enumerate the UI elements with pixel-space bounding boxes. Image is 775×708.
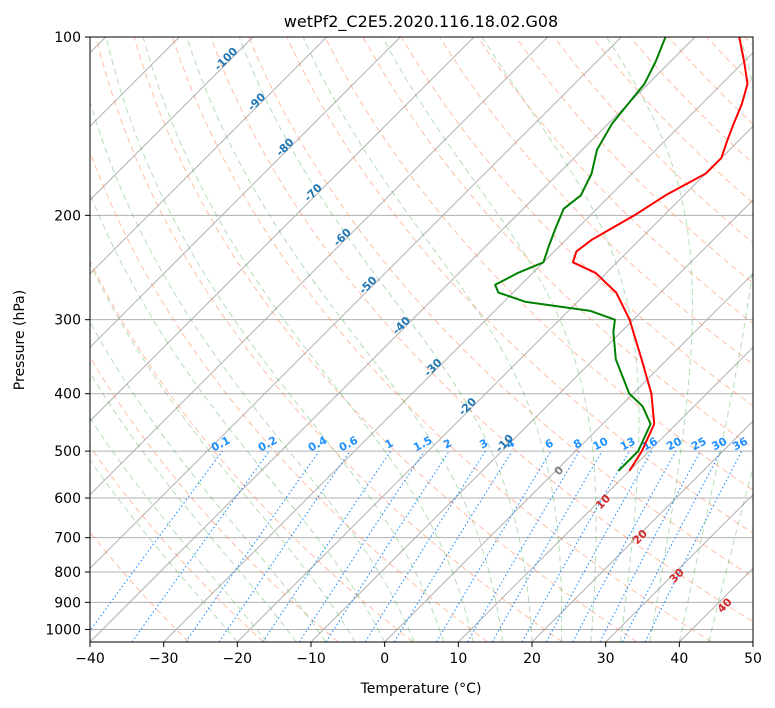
mixing-ratio-label: 10 [591, 434, 611, 453]
x-axis-title: Temperature (°C) [360, 681, 482, 697]
x-tick-label: 20 [523, 651, 541, 667]
moist-adiabat [302, 37, 563, 642]
moist-adiabat [186, 37, 503, 642]
isotherm-gridline [384, 272, 753, 642]
moist-adiabat [90, 262, 356, 642]
y-tick-label: 400 [54, 387, 81, 403]
dry-adiabat [286, 37, 753, 534]
moist-adiabat [238, 37, 533, 642]
x-tick-label: −30 [149, 651, 179, 667]
x-tick-label: 0 [380, 651, 389, 667]
moist-adiabat [90, 417, 268, 642]
dry-adiabat [324, 37, 753, 491]
plot-area: 0.1 0.2 0.4 0.6 1 1.5 2 3 4 6 8 10 13 16 20 25 30 36 -100… [90, 37, 753, 642]
isotherm-gridline [90, 37, 254, 201]
mixing-ratio-label: 30 [710, 435, 730, 454]
moist-adiabat [90, 321, 327, 642]
mixing-ratio-label: 20 [664, 434, 684, 453]
mixing-ratio-line [218, 450, 351, 642]
mixing-ratio-label: 13 [618, 435, 638, 454]
mixing-ratio-label: 36 [730, 435, 750, 454]
y-tick-label: 900 [54, 595, 81, 611]
moist-adiabat [90, 99, 415, 642]
background-lines [90, 37, 753, 642]
sounding-profiles [494, 37, 749, 472]
chart-title: wetPf2_C2E5.2020.116.18.02.G08 [284, 12, 558, 32]
x-tick-label: −20 [223, 651, 253, 667]
mixing-ratio-line [298, 450, 425, 642]
y-tick-label: 600 [54, 491, 81, 507]
dry-adiabat [90, 445, 264, 642]
isotherm-gridline [90, 37, 696, 642]
mixing-ratio-line [521, 450, 630, 642]
mixing-ratio-line [90, 450, 223, 632]
dry-adiabat [248, 37, 753, 578]
y-tick-label: 200 [54, 208, 81, 224]
moist-adiabat [381, 37, 597, 642]
dry-adiabat [95, 37, 563, 642]
mixing-ratio-line [393, 450, 513, 642]
x-tick-label: −40 [75, 651, 105, 667]
dry-adiabat [133, 37, 638, 642]
moist-adiabat [481, 37, 640, 642]
x-tick-label: 10 [449, 651, 467, 667]
y-tick-label: 1000 [45, 622, 81, 638]
dry-adiabat [90, 356, 339, 642]
x-tick-label: 50 [744, 651, 762, 667]
mixing-ratio-line [644, 450, 743, 642]
isotherm-gridline [457, 346, 753, 642]
x-tick-label: −10 [296, 651, 326, 667]
y-tick-label: 500 [54, 444, 81, 460]
moist-adiabat [678, 37, 753, 642]
mixing-ratio-line [545, 450, 653, 642]
isotherm-gridline [90, 37, 328, 275]
dry-adiabat [210, 37, 753, 623]
mixing-ratio-line [131, 450, 270, 642]
dry-adiabat [90, 259, 414, 642]
moist-adiabat [90, 459, 238, 642]
y-tick-label: 100 [54, 30, 81, 46]
mixing-ratio-line [325, 450, 450, 642]
moist-adiabat [105, 37, 445, 642]
moist-adiabat [90, 371, 297, 642]
isotherm-gridline [605, 493, 753, 642]
dry-adiabat [515, 37, 753, 284]
mixing-ratio-line [572, 450, 677, 642]
x-axis: −40 −30 −20 −10 0 10 20 30 40 50 [75, 642, 762, 667]
moist-adiabat [606, 37, 693, 642]
y-axis-title: Pressure (hPa) [12, 290, 28, 390]
y-axis: 100 200 300 400 500 600 700 800 900 1000 [45, 30, 90, 638]
isotherm-gridline [90, 37, 401, 349]
isotherm-gridline [163, 51, 753, 642]
dewpoint-profile-line [494, 37, 667, 472]
x-tick-label: 40 [670, 651, 688, 667]
mixing-ratio-label: 25 [689, 435, 709, 454]
isotherm-gridline [236, 125, 753, 642]
y-tick-label: 800 [54, 565, 81, 581]
isotherm-gridline [90, 37, 622, 570]
y-tick-label: 300 [54, 313, 81, 329]
moist-adiabat [708, 465, 753, 642]
moist-adiabat [142, 37, 474, 642]
isotherm-gridline [90, 37, 549, 496]
plot-frame [89, 36, 754, 643]
isotherm-gridline [531, 420, 753, 642]
y-tick-label: 700 [54, 531, 81, 547]
isotherm-gridline [90, 37, 475, 422]
x-tick-label: 30 [597, 651, 615, 667]
temperature-profile-line [571, 37, 749, 472]
mixing-ratio-line [185, 450, 320, 642]
moist-adiabat [90, 192, 386, 642]
mixing-ratio-line [262, 450, 392, 642]
mixing-ratio-label: 16 [640, 435, 660, 454]
dry-adiabat [171, 37, 712, 642]
